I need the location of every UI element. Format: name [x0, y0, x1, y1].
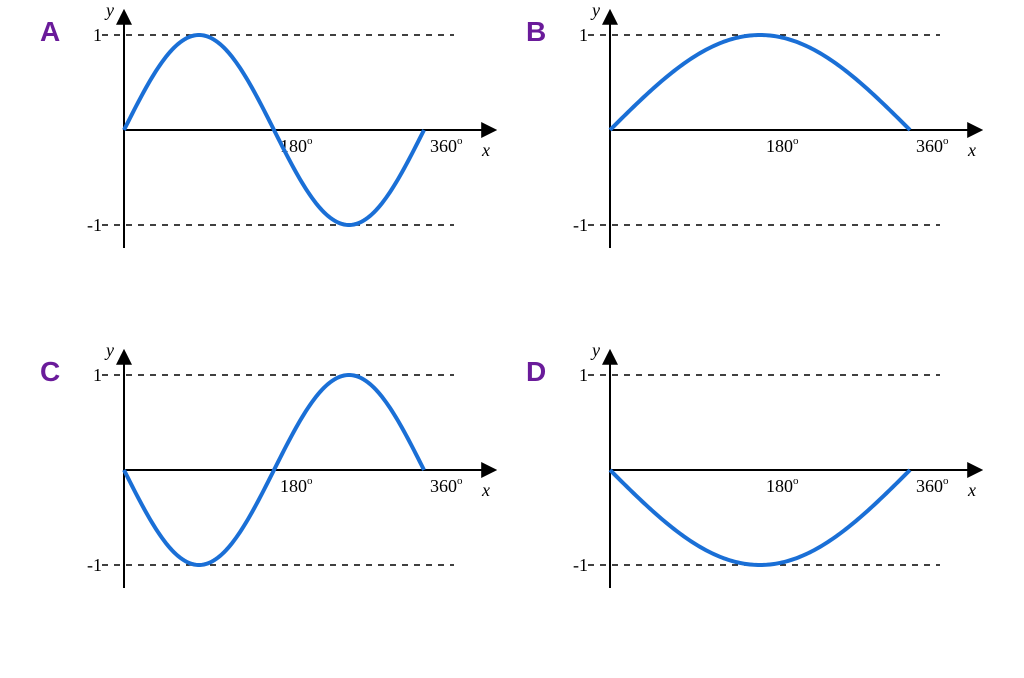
y-axis-label: y — [590, 0, 600, 20]
x-axis-label: x — [967, 480, 976, 500]
x-axis-label: x — [967, 140, 976, 160]
y-tick-top: 1 — [93, 25, 102, 45]
y-tick-top: 1 — [93, 365, 102, 385]
x-tick-1: 360o — [430, 475, 463, 496]
panel-c: Cy x 1 -1 180o 360o — [14, 340, 514, 670]
x-tick-0: 180o — [280, 475, 313, 496]
plot-c: y x 1 -1 180o 360o — [14, 340, 514, 670]
panel-d: Dy x 1 -1 180o 360o — [500, 340, 1000, 670]
y-axis-label: y — [590, 340, 600, 360]
y-tick-bottom: -1 — [573, 555, 588, 575]
x-tick-1: 360o — [916, 135, 949, 156]
y-axis-label: y — [104, 340, 114, 360]
panel-label-a: A — [40, 16, 60, 48]
plot-b: y x 1 -1 180o 360o — [500, 0, 1000, 330]
y-tick-bottom: -1 — [87, 555, 102, 575]
x-tick-0: 180o — [766, 475, 799, 496]
plot-d: y x 1 -1 180o 360o — [500, 340, 1000, 670]
panel-label-d: D — [526, 356, 546, 388]
panel-a: Ayx1-1180o360o — [14, 0, 514, 330]
y-tick-bottom: -1 — [573, 215, 588, 235]
x-tick-1: 360o — [916, 475, 949, 496]
x-axis-label: x — [481, 480, 490, 500]
panel-b: By x 1 -1 180o 360o — [500, 0, 1000, 330]
plot-a: yx1-1180o360o — [14, 0, 514, 330]
x-tick-1: 360o — [430, 135, 463, 156]
y-tick-top: 1 — [579, 365, 588, 385]
panel-label-c: C — [40, 356, 60, 388]
curve — [610, 35, 910, 130]
x-tick-0: 180o — [766, 135, 799, 156]
y-axis-label: y — [104, 0, 114, 20]
curve — [610, 470, 910, 565]
panel-label-b: B — [526, 16, 546, 48]
y-tick-top: 1 — [579, 25, 588, 45]
y-tick-bottom: -1 — [87, 215, 102, 235]
x-axis-label: x — [481, 140, 490, 160]
